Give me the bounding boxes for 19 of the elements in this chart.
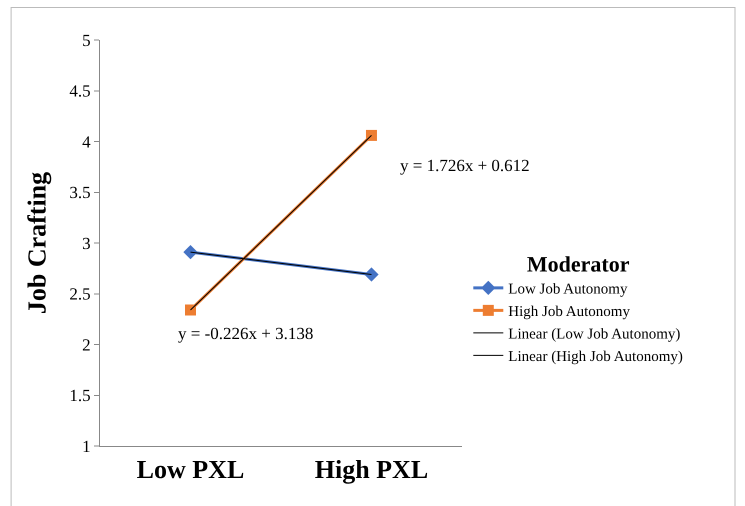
legend-label: Linear (High Job Autonomy) — [508, 349, 683, 366]
y-tick-label: 2.5 — [69, 284, 91, 304]
legend-label: High Job Autonomy — [508, 304, 630, 320]
y-tick-label: 4 — [82, 132, 92, 152]
y-tick-label: 4.5 — [69, 82, 91, 101]
y-tick-label: 1.5 — [69, 386, 91, 406]
legend-label: Linear (Low Job Autonomy) — [508, 326, 680, 343]
legend-title: Moderator — [526, 252, 630, 277]
y-tick-label: 2 — [82, 335, 91, 354]
y-tick-label: 1 — [82, 436, 91, 456]
legend-label: Low Job Autonomy — [508, 282, 628, 298]
y-tick-label: 3 — [82, 234, 91, 253]
y-tick-label: 5 — [82, 30, 91, 50]
y-axis-title: Job Crafting — [22, 172, 52, 314]
annotation: y = -0.226x + 3.138 — [178, 324, 314, 343]
y-tick-label: 3.5 — [69, 183, 91, 202]
x-tick-label: Low PXL — [136, 455, 244, 484]
annotation: y = 1.726x + 0.612 — [400, 156, 530, 175]
x-tick-label: High PXL — [314, 455, 428, 484]
